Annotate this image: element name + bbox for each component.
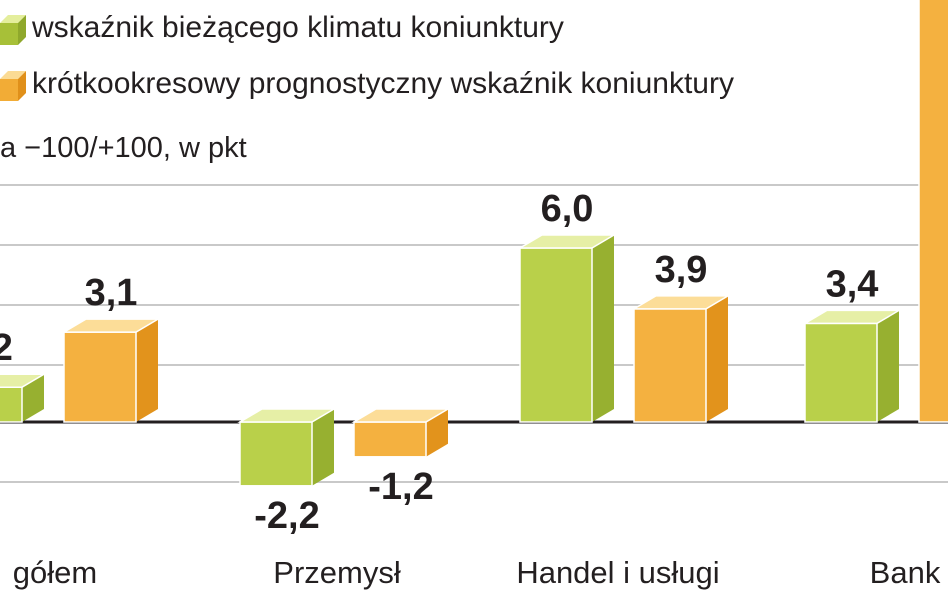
bar xyxy=(918,0,948,423)
bar-front xyxy=(239,421,313,487)
legend-item-forecast: krótkookresowy prognostyczny wskaźnik ko… xyxy=(0,64,734,104)
bar-front xyxy=(353,421,427,458)
value-label: 6,0 xyxy=(541,188,594,230)
bar xyxy=(237,408,337,487)
bar xyxy=(61,318,161,423)
bar-front xyxy=(519,247,593,423)
bar-side xyxy=(706,295,728,422)
legend-swatch-forecast xyxy=(0,71,26,101)
bar-front xyxy=(918,0,948,423)
scale-note: a −100/+100, w pkt xyxy=(0,132,247,164)
bar xyxy=(631,295,731,423)
bar xyxy=(0,373,47,423)
bar-side xyxy=(592,235,614,422)
bar-top xyxy=(0,373,47,388)
value-label: -1,2 xyxy=(368,466,433,508)
category-label: gółem xyxy=(13,555,97,590)
legend-item-current: wskaźnik bieżącego klimatu koniunktury xyxy=(0,8,564,48)
value-labels: ,2-2,26,03,43,1-1,23,915 xyxy=(0,188,879,537)
bar-front xyxy=(0,386,23,423)
bar-top xyxy=(237,408,337,423)
legend-swatch-current xyxy=(0,15,26,45)
value-label: ,2 xyxy=(0,327,13,369)
bar-side xyxy=(426,409,448,457)
bar-front xyxy=(63,331,137,423)
value-label: 3,1 xyxy=(85,272,138,314)
bar-top xyxy=(517,234,617,249)
value-label: -2,2 xyxy=(254,495,319,537)
category-label: Handel i usługi xyxy=(516,555,719,590)
bar-top xyxy=(802,309,902,325)
legend-label-forecast: krótkookresowy prognostyczny wskaźnik ko… xyxy=(32,67,734,100)
bar-front xyxy=(804,322,878,423)
bars xyxy=(0,0,948,487)
bar xyxy=(802,309,902,423)
bar-front xyxy=(633,308,707,423)
bar-side xyxy=(136,319,158,422)
bar-top xyxy=(631,295,731,310)
value-label: 3,9 xyxy=(655,249,708,291)
category-labels: gółem Przemysł Handel i usługi Bank xyxy=(13,555,941,590)
value-label: 3,4 xyxy=(826,263,879,305)
category-label: Przemysł xyxy=(273,555,401,590)
category-label: Bank xyxy=(870,555,941,590)
bar-top xyxy=(61,318,161,333)
bar-side xyxy=(877,310,899,422)
bar xyxy=(351,408,451,458)
bar-side xyxy=(22,374,44,422)
legend-label-current: wskaźnik bieżącego klimatu koniunktury xyxy=(32,11,564,44)
bar xyxy=(517,234,617,423)
bar-top xyxy=(351,408,451,423)
bar-side xyxy=(312,409,334,486)
